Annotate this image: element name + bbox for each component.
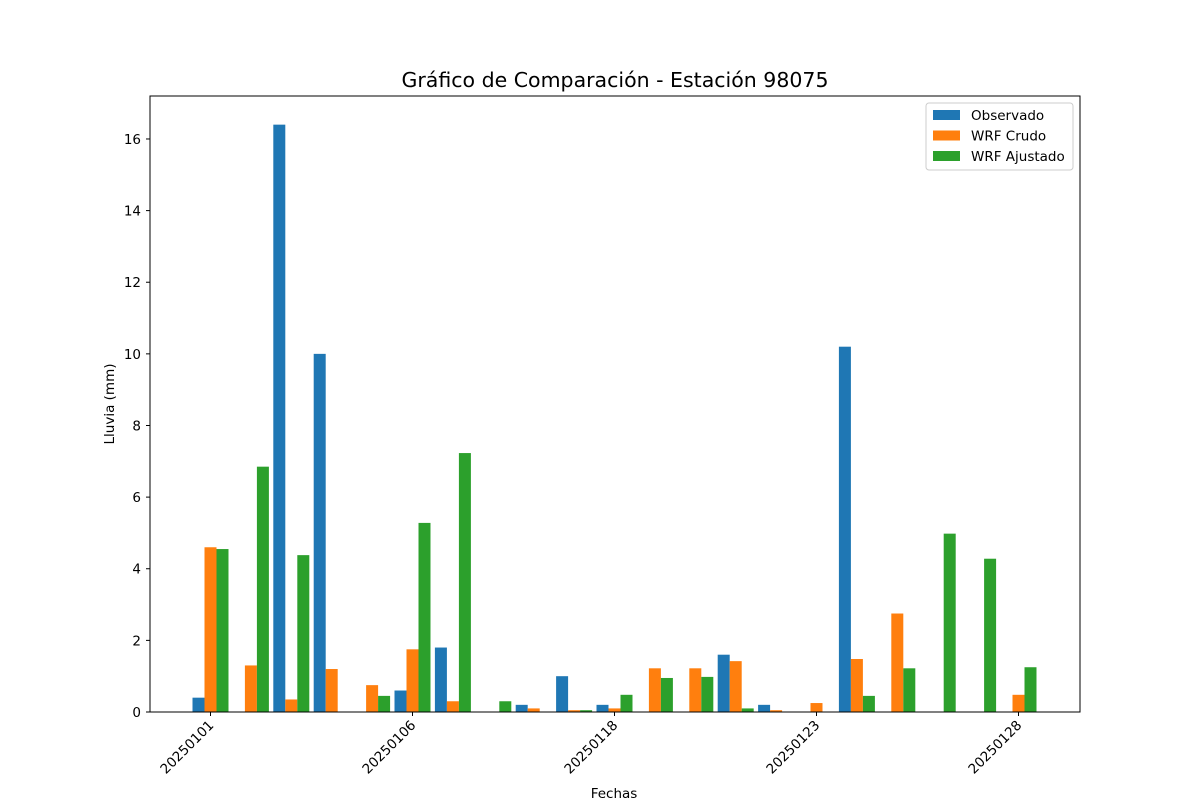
y-tick-label: 16 xyxy=(124,132,141,148)
legend-frame xyxy=(925,102,1074,171)
bar-wrf-crudo-2 xyxy=(285,699,298,712)
bar-wrf-ajustado-1 xyxy=(256,466,269,712)
y-tick-label: 2 xyxy=(132,633,141,649)
y-axis-label: Lluvia (mm) xyxy=(102,364,118,445)
bar-wrf-ajustado-11 xyxy=(660,677,673,712)
y-tick-label: 0 xyxy=(132,705,141,721)
bar-wrf-ajustado-5 xyxy=(418,522,431,712)
bar-wrf-ajustado-0 xyxy=(216,549,229,712)
legend-swatch xyxy=(933,151,960,161)
bar-observado-14 xyxy=(758,704,771,712)
bar-observado-6 xyxy=(434,647,447,712)
y-tick-label: 10 xyxy=(124,347,141,363)
bar-wrf-crudo-5 xyxy=(406,649,419,712)
bar-observado-10 xyxy=(596,704,609,712)
legend-label: WRF Crudo xyxy=(971,129,1046,145)
legend: Observado WRF Crudo WRF Ajustado xyxy=(925,102,1074,171)
bar-wrf-ajustado-13 xyxy=(741,708,754,712)
bar-observado-8 xyxy=(515,704,528,712)
bar-observado-0 xyxy=(192,697,205,712)
legend-label: Observado xyxy=(971,108,1044,124)
bar-observado-13 xyxy=(717,654,730,712)
y-axis: 0 2 4 6 8 10 12 14 16 xyxy=(124,132,150,721)
y-tick-label: 14 xyxy=(124,204,141,220)
bar-observado-9 xyxy=(556,676,569,712)
bar-wrf-crudo-6 xyxy=(446,701,459,712)
bar-wrf-crudo-4 xyxy=(366,685,379,712)
legend-swatch xyxy=(933,130,960,141)
bar-wrf-ajustado-4 xyxy=(378,695,391,712)
legend-label: WRF Ajustado xyxy=(971,149,1065,165)
bar-wrf-crudo-14 xyxy=(770,710,783,712)
chart-title: Gráfico de Comparación - Estación 98075 xyxy=(401,68,828,92)
y-tick-label: 8 xyxy=(132,418,141,434)
bar-wrf-crudo-1 xyxy=(244,665,257,712)
bar-wrf-ajustado-18 xyxy=(943,533,956,712)
bar-observado-3 xyxy=(313,353,326,712)
y-tick-label: 12 xyxy=(124,275,141,291)
bar-wrf-crudo-3 xyxy=(325,669,338,712)
bar-wrf-ajustado-2 xyxy=(297,555,310,712)
bar-wrf-crudo-10 xyxy=(608,708,621,712)
x-axis-label: Fechas xyxy=(591,786,638,800)
bar-wrf-ajustado-16 xyxy=(862,695,875,712)
bar-wrf-crudo-8 xyxy=(527,708,540,712)
y-tick-label: 4 xyxy=(132,562,141,578)
plot-frame xyxy=(149,95,1081,713)
legend-swatch xyxy=(933,110,960,120)
bar-wrf-crudo-15 xyxy=(810,703,823,712)
bar-wrf-ajustado-6 xyxy=(458,453,471,712)
y-tick-label: 6 xyxy=(132,490,141,506)
bar-wrf-crudo-12 xyxy=(689,668,702,712)
bar-wrf-crudo-17 xyxy=(891,613,904,712)
bar-wrf-ajustado-7 xyxy=(499,701,512,712)
bar-wrf-ajustado-17 xyxy=(903,668,916,712)
bar-wrf-crudo-0 xyxy=(204,547,217,712)
bar-wrf-crudo-16 xyxy=(850,658,863,712)
bar-wrf-ajustado-19 xyxy=(984,558,997,712)
bar-observado-2 xyxy=(273,124,286,712)
bar-wrf-crudo-11 xyxy=(648,668,661,712)
bar-observado-5 xyxy=(394,690,407,712)
bar-wrf-crudo-13 xyxy=(729,661,742,712)
bar-wrf-ajustado-20 xyxy=(1024,667,1037,712)
bar-observado-16 xyxy=(838,346,851,712)
bar-wrf-ajustado-9 xyxy=(580,710,593,712)
bar-wrf-ajustado-10 xyxy=(620,694,633,712)
bar-wrf-crudo-9 xyxy=(568,710,581,712)
bar-wrf-crudo-20 xyxy=(1012,694,1025,712)
bar-wrf-ajustado-12 xyxy=(701,676,714,712)
bars-group xyxy=(192,124,1037,712)
